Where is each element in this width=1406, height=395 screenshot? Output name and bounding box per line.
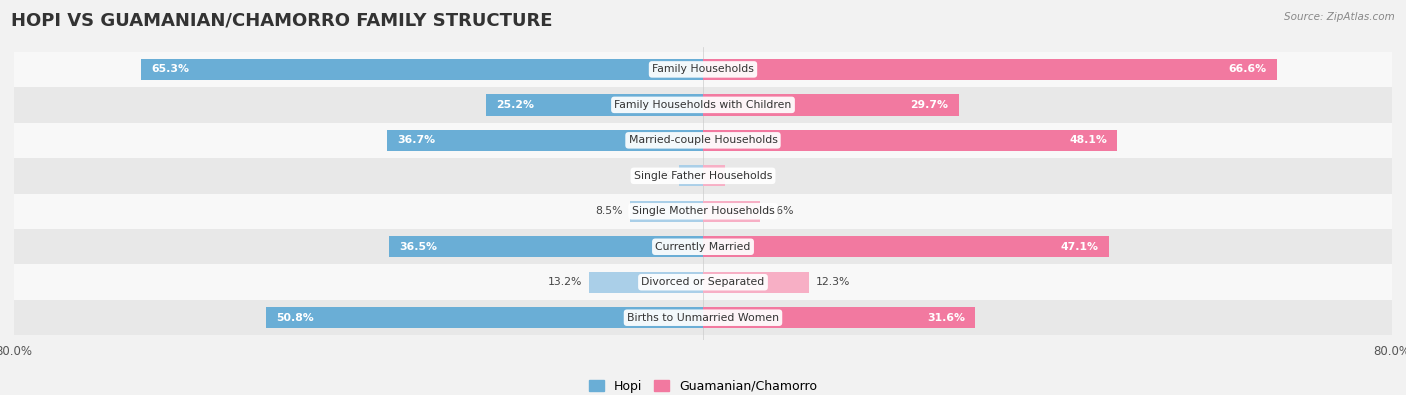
Bar — [589, 272, 703, 293]
Text: 47.1%: 47.1% — [1060, 242, 1098, 252]
Text: 65.3%: 65.3% — [150, 64, 188, 74]
Text: Source: ZipAtlas.com: Source: ZipAtlas.com — [1284, 12, 1395, 22]
Bar — [14, 87, 1392, 122]
Text: 50.8%: 50.8% — [276, 313, 314, 323]
Text: Family Households with Children: Family Households with Children — [614, 100, 792, 110]
Bar — [14, 122, 1392, 158]
Text: Single Mother Households: Single Mother Households — [631, 206, 775, 216]
Text: Married-couple Households: Married-couple Households — [628, 135, 778, 145]
Text: 31.6%: 31.6% — [927, 313, 965, 323]
Bar — [14, 158, 1392, 194]
Text: 36.7%: 36.7% — [398, 135, 436, 145]
Bar — [703, 165, 725, 186]
Bar — [141, 59, 703, 80]
Text: 6.6%: 6.6% — [766, 206, 794, 216]
Text: 2.6%: 2.6% — [733, 171, 759, 181]
Text: Single Father Households: Single Father Households — [634, 171, 772, 181]
Legend: Hopi, Guamanian/Chamorro: Hopi, Guamanian/Chamorro — [583, 375, 823, 395]
Bar — [703, 307, 976, 328]
Bar — [14, 300, 1392, 335]
Text: Currently Married: Currently Married — [655, 242, 751, 252]
Bar — [703, 236, 1108, 258]
Bar — [703, 130, 1118, 151]
Bar — [630, 201, 703, 222]
Bar — [703, 94, 959, 115]
Bar — [703, 59, 1277, 80]
Text: 29.7%: 29.7% — [911, 100, 949, 110]
Bar — [388, 236, 703, 258]
Text: 48.1%: 48.1% — [1069, 135, 1107, 145]
Bar — [14, 194, 1392, 229]
Text: 8.5%: 8.5% — [595, 206, 623, 216]
Bar — [14, 229, 1392, 265]
Bar — [679, 165, 703, 186]
Text: HOPI VS GUAMANIAN/CHAMORRO FAMILY STRUCTURE: HOPI VS GUAMANIAN/CHAMORRO FAMILY STRUCT… — [11, 12, 553, 30]
Bar — [387, 130, 703, 151]
Text: Births to Unmarried Women: Births to Unmarried Women — [627, 313, 779, 323]
Bar — [486, 94, 703, 115]
Text: Family Households: Family Households — [652, 64, 754, 74]
Bar — [703, 201, 759, 222]
Text: 2.8%: 2.8% — [644, 171, 672, 181]
Text: 25.2%: 25.2% — [496, 100, 534, 110]
Text: 36.5%: 36.5% — [399, 242, 437, 252]
Bar — [14, 52, 1392, 87]
Bar — [14, 265, 1392, 300]
Text: Divorced or Separated: Divorced or Separated — [641, 277, 765, 287]
Bar — [266, 307, 703, 328]
Text: 12.3%: 12.3% — [815, 277, 851, 287]
Text: 13.2%: 13.2% — [548, 277, 582, 287]
Text: 66.6%: 66.6% — [1227, 64, 1267, 74]
Bar — [703, 272, 808, 293]
